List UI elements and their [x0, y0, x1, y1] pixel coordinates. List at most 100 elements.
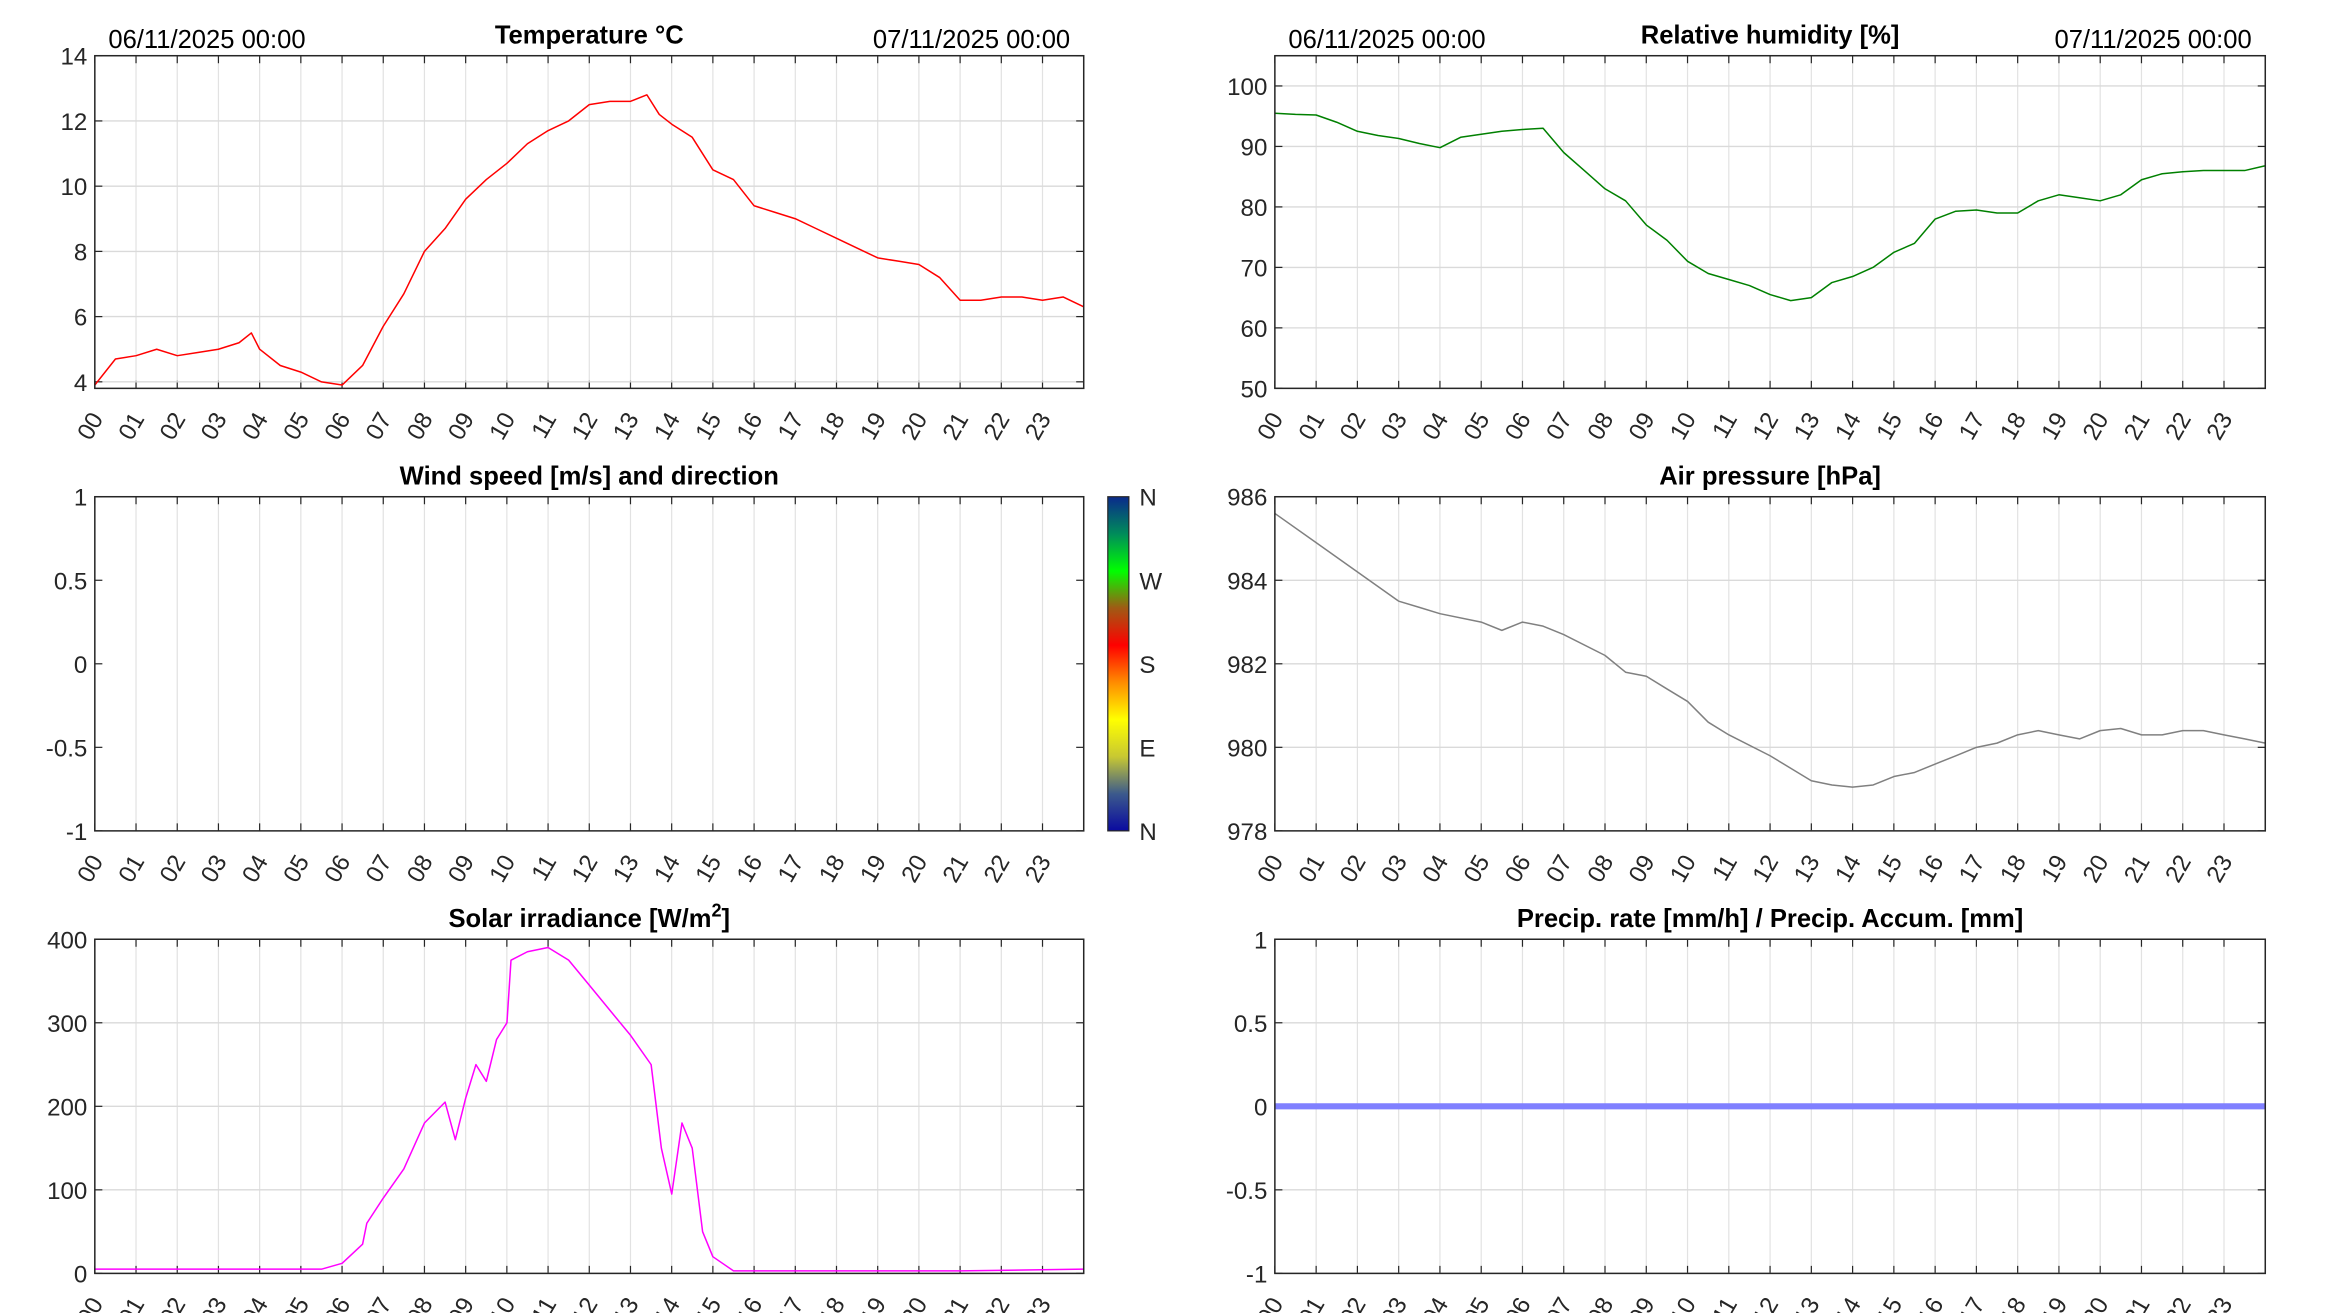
y-tick-label: 100 [47, 1178, 87, 1205]
x-tick-label: 00 [1252, 408, 1289, 445]
x-tick-label: 10 [1665, 408, 1702, 445]
x-tick-label: 15 [690, 408, 727, 445]
x-tick-label: 08 [402, 408, 439, 445]
x-tick-label: 08 [1582, 850, 1619, 887]
x-tick-label: 21 [2119, 850, 2156, 887]
x-tick-label: 03 [1376, 850, 1413, 887]
chart-title: Solar irradiance [W/m2] [448, 901, 730, 934]
colorbar-label: N [1139, 485, 1156, 512]
y-tick-label: 1 [1254, 927, 1267, 954]
chart-precip-rate-mm-h-precip-accum-mm: 00 01 02 03 04 05 06 07 08 09 10 11 12 13 14 15 16 17 18 19… [1226, 905, 2267, 1313]
x-tick-label: 21 [2119, 408, 2156, 445]
y-tick-label: 0 [74, 652, 87, 679]
x-tick-label: 07 [1541, 850, 1578, 887]
x-tick-label: 09 [443, 850, 480, 887]
x-tick-label: 01 [1294, 408, 1331, 445]
x-tick-label: 02 [155, 850, 192, 887]
start-date-label: 06/11/2025 00:00 [1288, 26, 1485, 54]
x-tick-label: 17 [773, 408, 810, 445]
x-tick-label: 00 [72, 408, 109, 445]
x-tick-label: 16 [1913, 408, 1950, 445]
y-tick-label: 1 [74, 485, 87, 512]
x-tick-label: 23 [2201, 1293, 2238, 1313]
x-tick-label: 11 [1707, 850, 1743, 885]
x-tick-label: 17 [1954, 1293, 1991, 1313]
x-tick-label: 20 [2078, 408, 2115, 445]
axes-box [1274, 495, 2267, 832]
y-tick-label: -0.5 [1226, 1178, 1268, 1205]
x-tick-label: 19 [855, 850, 892, 887]
y-tick-label: 0 [74, 1261, 87, 1288]
x-tick-label: 05 [1459, 850, 1496, 887]
title-text-end: ] [722, 905, 731, 933]
x-tick-label: 15 [1871, 1293, 1908, 1313]
x-tick-label: 22 [979, 850, 1016, 887]
x-tick-label: 07 [1541, 1293, 1578, 1313]
x-tick-label: 04 [237, 408, 274, 445]
x-tick-label: 01 [1294, 850, 1331, 887]
x-tick-label: 10 [1665, 1293, 1702, 1313]
x-tick-label: 01 [113, 850, 150, 887]
x-tick-label: 00 [72, 850, 109, 887]
chart-title: Temperature °C [495, 22, 684, 50]
x-tick-label: 04 [1417, 408, 1454, 445]
x-tick-label: 23 [1020, 1293, 1057, 1313]
x-tick-label: 15 [690, 850, 727, 887]
axes-box [1274, 54, 2267, 390]
x-tick-label: 18 [814, 408, 851, 445]
chart-temperature-c: 00 01 02 03 04 05 06 07 08 09 10 11 12 13 14 15 16 17 18 19… [61, 22, 1085, 445]
title-superscript: 2 [711, 901, 721, 921]
x-tick-label: 17 [1954, 408, 1991, 445]
x-tick-label: 19 [2036, 408, 2073, 445]
x-tick-label: 02 [1335, 850, 1372, 887]
x-tick-label: 13 [608, 408, 645, 445]
x-tick-label: 14 [649, 408, 686, 445]
y-tick-label: 70 [1241, 255, 1268, 282]
colorbar-label: E [1139, 735, 1155, 762]
x-tick-label: 03 [196, 1293, 233, 1313]
x-tick-label: 11 [1707, 1293, 1743, 1313]
x-tick-label: 10 [484, 850, 521, 887]
x-tick-label: 09 [1624, 850, 1661, 887]
x-tick-label: 21 [2119, 1293, 2156, 1313]
y-tick-label: 12 [61, 109, 88, 136]
x-tick-label: 13 [1789, 1293, 1826, 1313]
x-tick-label: 21 [938, 408, 975, 445]
x-tick-label: 18 [1995, 850, 2032, 887]
x-tick-label: 15 [1871, 408, 1908, 445]
chart-title: Precip. rate [mm/h] / Precip. Accum. [mm… [1517, 905, 2024, 933]
title-text: Solar irradiance [W/m [448, 905, 711, 933]
y-tick-label: 80 [1241, 195, 1268, 222]
y-tick-label: 14 [61, 44, 88, 71]
x-tick-label: 17 [773, 1293, 810, 1313]
chart-air-pressure-hpa: 00 01 02 03 04 05 06 07 08 09 10 11 12 13 14 15 16 17 18 19… [1227, 463, 2267, 887]
x-tick-label: 22 [2160, 850, 2197, 887]
y-tick-label: 984 [1227, 568, 1267, 595]
x-tick-label: 06 [319, 408, 356, 445]
x-tick-label: 12 [1748, 1293, 1785, 1313]
x-tick-label: 05 [278, 1293, 315, 1313]
direction-colorbar [1107, 496, 1130, 832]
axes-box [1274, 938, 2267, 1275]
x-tick-label: 01 [1294, 1293, 1331, 1313]
x-tick-label: 10 [484, 408, 521, 445]
x-tick-label: 19 [2036, 1293, 2073, 1313]
x-tick-label: 05 [1459, 408, 1496, 445]
x-tick-label: 16 [732, 1293, 769, 1313]
x-tick-label: 14 [649, 850, 686, 887]
x-tick-label: 20 [896, 1293, 933, 1313]
x-tick-label: 03 [1376, 408, 1413, 445]
chart-solar-irradiance-w-m: 00 01 02 03 04 05 06 07 08 09 10 11 12 13 14 15 16 17 18 19… [47, 901, 1085, 1313]
y-tick-label: 50 [1241, 376, 1268, 403]
x-tick-label: 22 [2160, 408, 2197, 445]
x-tick-label: 17 [1954, 850, 1991, 887]
x-tick-label: 06 [1500, 408, 1537, 445]
chart-title: Relative humidity [%] [1641, 22, 1900, 50]
x-tick-label: 03 [1376, 1293, 1413, 1313]
x-tick-label: 03 [196, 408, 233, 445]
y-tick-label: 0.5 [1234, 1011, 1267, 1038]
x-tick-label: 08 [1582, 408, 1619, 445]
x-tick-label: 11 [526, 850, 562, 885]
x-tick-label: 09 [1624, 1293, 1661, 1313]
x-tick-label: 06 [319, 1293, 356, 1313]
